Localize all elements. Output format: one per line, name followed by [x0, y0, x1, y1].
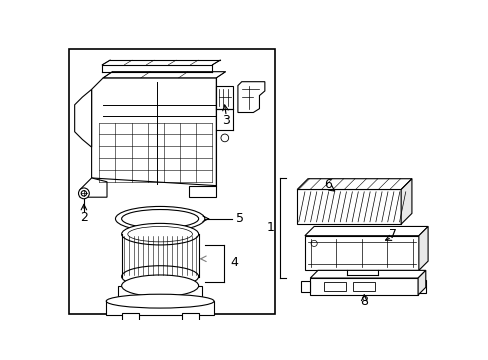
Circle shape	[310, 240, 317, 247]
Ellipse shape	[127, 226, 192, 242]
Polygon shape	[417, 270, 425, 295]
Bar	[297, 189, 400, 224]
Bar	[122, 314, 138, 323]
Polygon shape	[103, 72, 225, 78]
Ellipse shape	[122, 275, 198, 297]
Bar	[305, 236, 418, 270]
Polygon shape	[305, 226, 427, 236]
Bar	[417, 280, 425, 293]
Ellipse shape	[122, 266, 198, 287]
Bar	[106, 301, 214, 315]
Ellipse shape	[106, 294, 214, 308]
Circle shape	[79, 188, 89, 199]
Text: 1: 1	[265, 221, 274, 234]
Polygon shape	[75, 89, 91, 147]
Ellipse shape	[122, 210, 198, 228]
Bar	[301, 281, 310, 292]
Text: 8: 8	[360, 296, 367, 309]
Text: 7: 7	[388, 228, 397, 240]
Bar	[353, 282, 374, 291]
Bar	[216, 86, 233, 109]
Ellipse shape	[115, 206, 204, 231]
Text: 6: 6	[324, 177, 331, 190]
Polygon shape	[238, 82, 264, 112]
Polygon shape	[91, 78, 216, 186]
Polygon shape	[189, 186, 216, 197]
Bar	[118, 286, 202, 301]
Text: 4: 4	[230, 256, 238, 269]
Polygon shape	[310, 270, 425, 278]
Bar	[324, 282, 345, 291]
Polygon shape	[80, 178, 107, 197]
Text: 3: 3	[222, 114, 230, 127]
Circle shape	[221, 134, 228, 142]
Polygon shape	[418, 226, 427, 270]
Text: 2: 2	[80, 211, 88, 224]
Bar	[310, 278, 417, 295]
Ellipse shape	[122, 223, 198, 245]
Polygon shape	[297, 179, 411, 189]
Bar	[182, 314, 198, 323]
Circle shape	[81, 191, 86, 196]
Text: 5: 5	[236, 212, 244, 225]
Polygon shape	[400, 179, 411, 224]
Bar	[68, 49, 274, 314]
